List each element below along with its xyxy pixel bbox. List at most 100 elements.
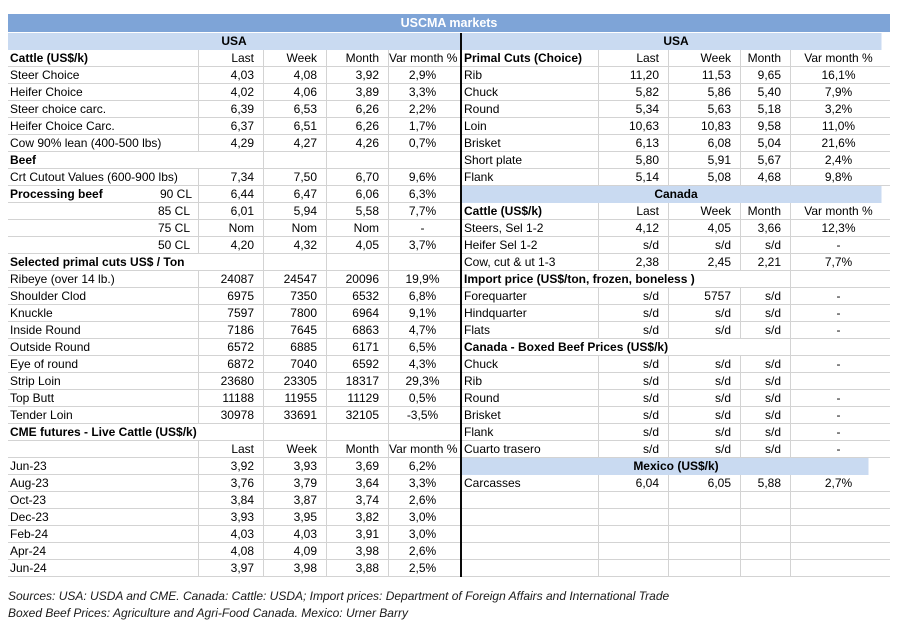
region-band-label: Mexico (US$/k)	[633, 459, 719, 473]
cell-month: 18317	[326, 373, 388, 389]
row-label: Cow, cut & ut 1-3	[462, 254, 598, 270]
cell-month: 6,26	[326, 101, 388, 117]
row-label-text: Round	[464, 391, 500, 405]
row-label: Round	[462, 101, 598, 117]
cell-week: 11955	[263, 390, 326, 406]
cell-last: 4,02	[198, 84, 263, 100]
table-row: Strip Loin 23680 23305 18317 29,3%	[8, 373, 460, 390]
cell-var-month	[790, 271, 890, 287]
cell-week: 7800	[263, 305, 326, 321]
cell-week: 6,53	[263, 101, 326, 117]
row-label: Knuckle	[8, 305, 198, 321]
row-label: Eye of round	[8, 356, 198, 372]
cell-last: 6872	[198, 356, 263, 372]
table-row: Top Butt 11188 11955 11129 0,5%	[8, 390, 460, 407]
table-row: Tender Loin 30978 33691 32105 -3,5%	[8, 407, 460, 424]
cell-month: s/d	[740, 441, 790, 457]
cell-var-month	[790, 526, 890, 542]
cell-var-month: -	[790, 322, 890, 338]
cell-last: 10,63	[598, 118, 668, 134]
cell-month: Month	[326, 50, 388, 66]
cell-week: Week	[668, 50, 740, 66]
cell-week: 6,05	[668, 475, 740, 491]
cell-month: Month	[740, 203, 790, 219]
table-row: Heifer Choice 4,02 4,06 3,89 3,3%	[8, 84, 460, 101]
cell-week: 5,94	[263, 203, 326, 219]
cell-var-month: 7,7%	[388, 203, 460, 219]
row-label: Primal Cuts (Choice)	[462, 50, 598, 66]
cell-month: 11129	[326, 390, 388, 406]
cell-var-month: 6,3%	[388, 186, 460, 202]
cell-week: s/d	[668, 322, 740, 338]
row-label: Feb-24	[8, 526, 198, 542]
cell-week	[263, 152, 326, 168]
usa-cattle-table: USA Cattle (US$/k) Last Week Month Var month …	[8, 33, 460, 577]
table-row: Inside Round 7186 7645 6863 4,7%	[8, 322, 460, 339]
row-label-text: Strip Loin	[10, 374, 61, 388]
row-label	[462, 509, 598, 525]
row-label-text: Tender Loin	[10, 408, 73, 422]
cell-month: Nom	[326, 220, 388, 236]
cell-last: 6,13	[598, 135, 668, 151]
row-label: Processing beef 90 CL	[8, 186, 198, 202]
cell-month: 32105	[326, 407, 388, 423]
table-row: Brisket 6,13 6,08 5,04 21,6%	[462, 135, 890, 152]
table-row: Feb-24 4,03 4,03 3,91 3,0%	[8, 526, 460, 543]
cell-week: 3,79	[263, 475, 326, 491]
tables-container: USA Cattle (US$/k) Last Week Month Var month …	[8, 33, 890, 577]
cell-last	[598, 339, 668, 355]
cell-var-month: 0,7%	[388, 135, 460, 151]
row-label-text: Steer choice carc.	[10, 102, 107, 116]
row-label-text: Forequarter	[464, 289, 527, 303]
cell-month: 3,91	[326, 526, 388, 542]
page-title: USCMA markets	[400, 16, 498, 30]
table-row: Oct-23 3,84 3,87 3,74 2,6%	[8, 492, 460, 509]
cell-var-month: 3,0%	[388, 509, 460, 525]
row-label: Flank	[462, 424, 598, 440]
row-label: Brisket	[462, 135, 598, 151]
table-row: Processing beef 90 CL 6,44 6,47 6,06 6,3%	[8, 186, 460, 203]
cell-var-month: 2,6%	[388, 543, 460, 559]
table-row: Heifer Sel 1-2 s/d s/d s/d -	[462, 237, 890, 254]
cell-last: Last	[198, 441, 263, 457]
cell-week: 4,06	[263, 84, 326, 100]
cell-var-month: 16,1%	[790, 67, 890, 83]
cell-week: 6,47	[263, 186, 326, 202]
cell-last: s/d	[598, 407, 668, 423]
cell-month	[326, 254, 388, 270]
cell-month: 5,67	[740, 152, 790, 168]
cell-month: 4,68	[740, 169, 790, 185]
row-label	[8, 441, 198, 457]
row-label: Apr-24	[8, 543, 198, 559]
row-label: Chuck	[462, 84, 598, 100]
cell-week: 4,09	[263, 543, 326, 559]
cell-var-month: Var month %	[790, 50, 890, 66]
table-row: Hindquarter s/d s/d s/d -	[462, 305, 890, 322]
cell-last: 4,12	[598, 220, 668, 236]
cell-last	[598, 492, 668, 508]
table-row: Aug-23 3,76 3,79 3,64 3,3%	[8, 475, 460, 492]
cell-last: s/d	[598, 424, 668, 440]
table-row: Jun-24 3,97 3,98 3,88 2,5%	[8, 560, 460, 577]
cell-last	[598, 271, 668, 287]
cell-var-month: 29,3%	[388, 373, 460, 389]
row-label: Beef	[8, 152, 198, 168]
region-band: USA	[8, 33, 460, 50]
row-label-text: Processing beef	[10, 187, 103, 201]
cell-var-month: 3,2%	[790, 101, 890, 117]
row-label-text: Steers, Sel 1-2	[464, 221, 544, 235]
cell-month: 3,98	[326, 543, 388, 559]
region-band: Canada	[462, 186, 890, 203]
row-label: Loin	[462, 118, 598, 134]
cell-var-month: 9,1%	[388, 305, 460, 321]
row-label-text: Steer Choice	[10, 68, 80, 82]
cell-var-month: 9,8%	[790, 169, 890, 185]
row-label	[462, 543, 598, 559]
cell-var-month: -	[790, 390, 890, 406]
row-label: Cow 90% lean (400-500 lbs)	[8, 135, 198, 151]
cell-week: 5,86	[668, 84, 740, 100]
cell-last: 23680	[198, 373, 263, 389]
row-label-text: Selected primal cuts US$ / Ton	[10, 255, 185, 269]
row-label-text: Hindquarter	[464, 306, 527, 320]
cell-last: 5,80	[598, 152, 668, 168]
